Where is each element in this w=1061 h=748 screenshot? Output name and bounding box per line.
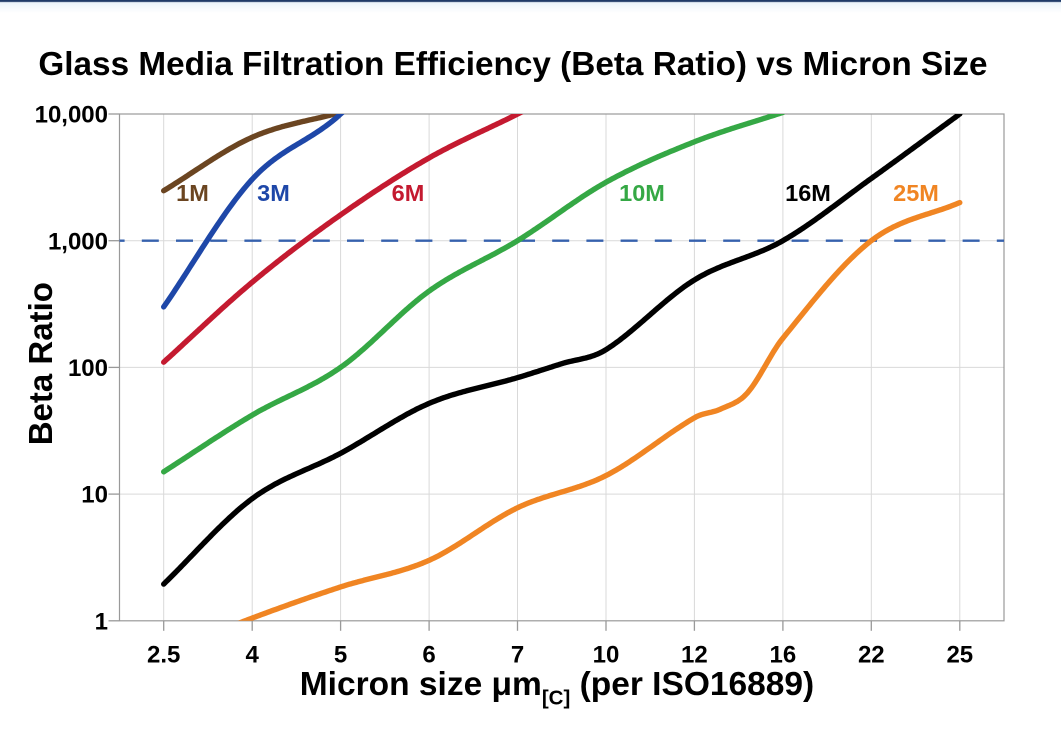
svg-text:25M: 25M bbox=[893, 180, 939, 206]
svg-text:5: 5 bbox=[334, 642, 347, 669]
svg-text:12: 12 bbox=[681, 642, 708, 669]
svg-text:Beta Ratio: Beta Ratio bbox=[22, 282, 59, 445]
svg-text:10: 10 bbox=[593, 642, 620, 669]
svg-text:Micron size μm[C] (per ISO1688: Micron size μm[C] (per ISO16889) bbox=[300, 666, 814, 710]
svg-text:2.5: 2.5 bbox=[147, 642, 180, 669]
svg-text:1: 1 bbox=[95, 608, 108, 635]
svg-text:100: 100 bbox=[68, 355, 108, 382]
svg-text:Glass Media Filtration Efficie: Glass Media Filtration Efficiency (Beta … bbox=[38, 46, 987, 83]
svg-text:6: 6 bbox=[422, 642, 435, 669]
svg-text:6M: 6M bbox=[392, 180, 425, 206]
svg-text:4: 4 bbox=[246, 642, 260, 669]
svg-text:3M: 3M bbox=[257, 180, 290, 206]
svg-text:1M: 1M bbox=[176, 180, 209, 206]
svg-text:22: 22 bbox=[858, 642, 885, 669]
svg-text:10,000: 10,000 bbox=[35, 102, 108, 129]
svg-text:7: 7 bbox=[511, 642, 524, 669]
svg-text:16: 16 bbox=[770, 642, 797, 669]
svg-text:10: 10 bbox=[81, 482, 108, 509]
svg-text:25: 25 bbox=[946, 642, 973, 669]
svg-text:10M: 10M bbox=[619, 180, 665, 206]
svg-text:16M: 16M bbox=[785, 180, 831, 206]
svg-text:1,000: 1,000 bbox=[48, 228, 108, 255]
